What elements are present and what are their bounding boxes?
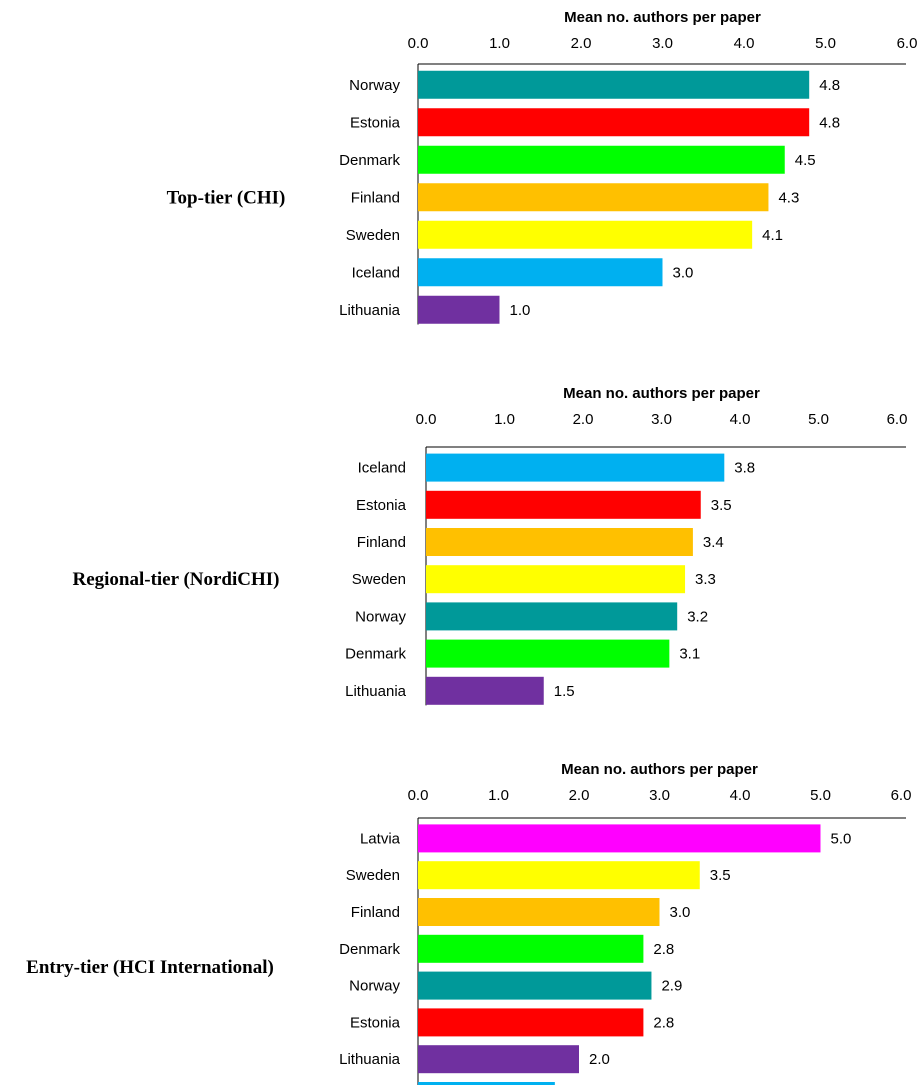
tick-label: 1.0: [494, 411, 515, 428]
tick-label: 4.0: [734, 35, 755, 52]
data-label: 3.4: [703, 534, 724, 551]
category-label: Estonia: [350, 1014, 401, 1031]
data-label: 4.1: [762, 227, 783, 244]
tick-label: 2.0: [569, 787, 590, 804]
tick-label: 5.0: [808, 411, 829, 428]
tick-label: 3.0: [651, 411, 672, 428]
chart-panel-1: Mean no. authors per paper 0.0 1.0 2.0 3.0 4.…: [167, 9, 918, 325]
tick-label: 6.0: [897, 35, 918, 52]
tier-label: Top-tier (CHI): [167, 187, 286, 208]
category-label: Sweden: [346, 867, 400, 884]
data-label: 5.0: [831, 830, 852, 847]
data-label: 2.8: [653, 941, 674, 958]
data-label: 2.0: [589, 1051, 610, 1068]
category-label: Finland: [351, 904, 400, 921]
category-label: Denmark: [345, 646, 406, 663]
data-label: 3.1: [679, 646, 700, 663]
category-label: Norway: [349, 978, 400, 995]
tick-label: 5.0: [815, 35, 836, 52]
data-label: 4.3: [778, 189, 799, 206]
bar-sweden: [418, 861, 700, 890]
bar-finland: [418, 898, 660, 926]
data-label: 3.5: [711, 497, 732, 514]
bar-denmark: [418, 145, 785, 174]
category-label: Lithuania: [345, 683, 407, 700]
category-label: Norway: [355, 608, 406, 625]
data-label: 1.5: [554, 683, 575, 700]
bar-estonia: [426, 490, 701, 519]
x-axis-title: Mean no. authors per paper: [564, 9, 761, 26]
tier-label: Regional-tier (NordiCHI): [72, 569, 279, 590]
data-label: 2.8: [653, 1014, 674, 1031]
category-label: Iceland: [358, 460, 406, 477]
data-label: 1.0: [510, 302, 531, 319]
data-label: 4.8: [819, 77, 840, 94]
category-label: Lithuania: [339, 302, 401, 319]
data-label: 3.0: [673, 264, 694, 281]
category-label: Latvia: [360, 830, 401, 847]
category-label: Norway: [349, 77, 400, 94]
bar-norway: [426, 602, 678, 631]
category-label: Denmark: [339, 941, 400, 958]
tick-label: 6.0: [887, 411, 908, 428]
bar-lithuania: [426, 676, 544, 705]
category-label: Iceland: [352, 264, 400, 281]
tick-label: 0.0: [408, 787, 429, 804]
category-label: Finland: [351, 189, 400, 206]
bar-estonia: [418, 1008, 644, 1037]
data-label: 3.3: [695, 571, 716, 588]
chart-panel-2: Mean no. authors per paper 0.0 1.0 2.0 3.0 4.…: [72, 385, 908, 706]
data-label: 3.0: [670, 904, 691, 921]
bar-finland: [418, 183, 769, 212]
data-label: 3.2: [687, 608, 708, 625]
data-label: 3.8: [734, 460, 755, 477]
bar-iceland: [426, 453, 725, 482]
tick-label: 0.0: [408, 35, 429, 52]
bar-lithuania: [418, 295, 500, 324]
tick-label: 4.0: [730, 787, 751, 804]
category-label: Finland: [357, 534, 406, 551]
category-label: Denmark: [339, 152, 400, 169]
bar-lithuania: [418, 1045, 579, 1074]
bar-sweden: [426, 565, 686, 594]
data-label: 2.9: [661, 978, 682, 995]
bar-iceland: [418, 1082, 555, 1085]
bar-denmark: [426, 639, 670, 668]
bar-norway: [418, 70, 810, 99]
bar-finland: [426, 528, 693, 556]
tick-label: 3.0: [649, 787, 670, 804]
category-label: Sweden: [346, 227, 400, 244]
bar-norway: [418, 971, 652, 1000]
tick-label: 1.0: [488, 787, 509, 804]
tick-label: 1.0: [489, 35, 510, 52]
category-label: Estonia: [356, 497, 407, 514]
tick-label: 5.0: [810, 787, 831, 804]
chart-panel-3: Mean no. authors per paper 0.0 1.0 2.0 3.0 4.…: [26, 761, 911, 1085]
tick-label: 3.0: [652, 35, 673, 52]
tick-label: 2.0: [571, 35, 592, 52]
x-axis-title: Mean no. authors per paper: [561, 761, 758, 778]
category-label: Estonia: [350, 114, 401, 131]
bar-sweden: [418, 220, 753, 249]
bar-iceland: [418, 258, 663, 287]
category-label: Lithuania: [339, 1051, 401, 1068]
tier-label: Entry-tier (HCI International): [26, 957, 274, 978]
tick-label: 0.0: [416, 411, 437, 428]
data-label: 4.5: [795, 152, 816, 169]
x-axis-title: Mean no. authors per paper: [563, 385, 760, 402]
category-label: Sweden: [352, 571, 406, 588]
bar-estonia: [418, 108, 810, 137]
tick-label: 6.0: [891, 787, 912, 804]
bar-latvia: [418, 824, 821, 853]
data-label: 3.5: [710, 867, 731, 884]
data-label: 4.8: [819, 114, 840, 131]
bar-denmark: [418, 934, 644, 963]
tick-label: 2.0: [573, 411, 594, 428]
tick-label: 4.0: [730, 411, 751, 428]
